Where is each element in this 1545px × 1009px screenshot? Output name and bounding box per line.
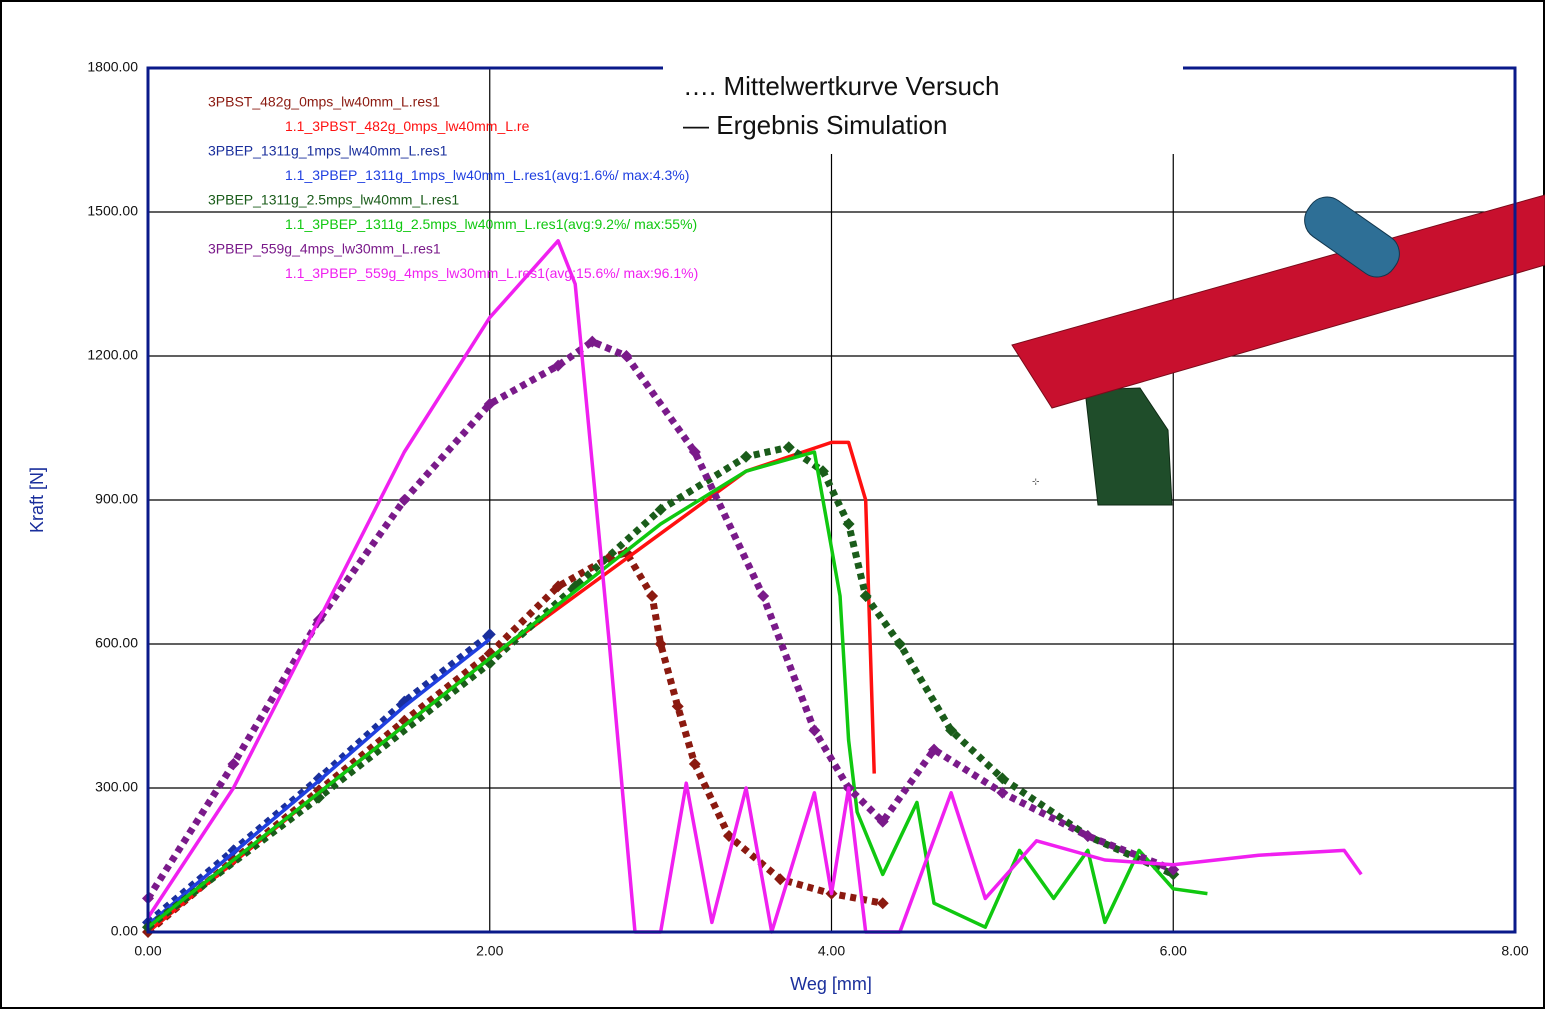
y-tick-label: 0.00: [111, 923, 138, 939]
axis-triad: ⊹: [1032, 476, 1040, 486]
legend-entry: 1.1_3PBEP_559g_4mps_lw30mm_L.res1(avg:15…: [285, 265, 698, 281]
y-tick-label: 1500.00: [87, 203, 138, 219]
legend-entry: 1.1_3PBEP_1311g_1mps_lw40mm_L.res1(avg:1…: [285, 167, 689, 183]
y-axis-label: Kraft [N]: [27, 467, 47, 533]
y-tick-label: 900.00: [95, 491, 138, 507]
page: {"chart_data": {"type": "line", "xlabel"…: [0, 0, 1545, 1009]
y-tick-label: 300.00: [95, 779, 138, 795]
x-tick-label: 4.00: [818, 943, 845, 959]
legend-entry: 3PBEP_1311g_2.5mps_lw40mm_L.res1: [208, 192, 459, 208]
x-axis-label: Weg [mm]: [790, 974, 872, 994]
x-tick-label: 2.00: [476, 943, 503, 959]
x-tick-label: 0.00: [134, 943, 161, 959]
y-tick-label: 1800.00: [87, 59, 138, 75]
annotation: …. Mittelwertkurve Versuch: [683, 71, 999, 101]
chart: ⊹ Weg [mm] Kraft [N] 0.00 300.00 600.00 900…: [0, 0, 1545, 1009]
y-tick-label: 600.00: [95, 635, 138, 651]
x-tick-label: 8.00: [1501, 943, 1528, 959]
legend-entry: 1.1_3PBST_482g_0mps_lw40mm_L.re: [285, 118, 530, 134]
y-tick-label: 1200.00: [87, 347, 138, 363]
annotation: — Ergebnis Simulation: [683, 110, 947, 140]
x-tick-label: 6.00: [1160, 943, 1187, 959]
legend-entry: 3PBST_482g_0mps_lw40mm_L.res1: [208, 94, 440, 110]
legend-entry: 3PBEP_1311g_1mps_lw40mm_L.res1: [208, 143, 448, 159]
legend-entry: 1.1_3PBEP_1311g_2.5mps_lw40mm_L.res1(avg…: [285, 216, 697, 232]
legend-entry: 3PBEP_559g_4mps_lw30mm_L.res1: [208, 241, 441, 257]
